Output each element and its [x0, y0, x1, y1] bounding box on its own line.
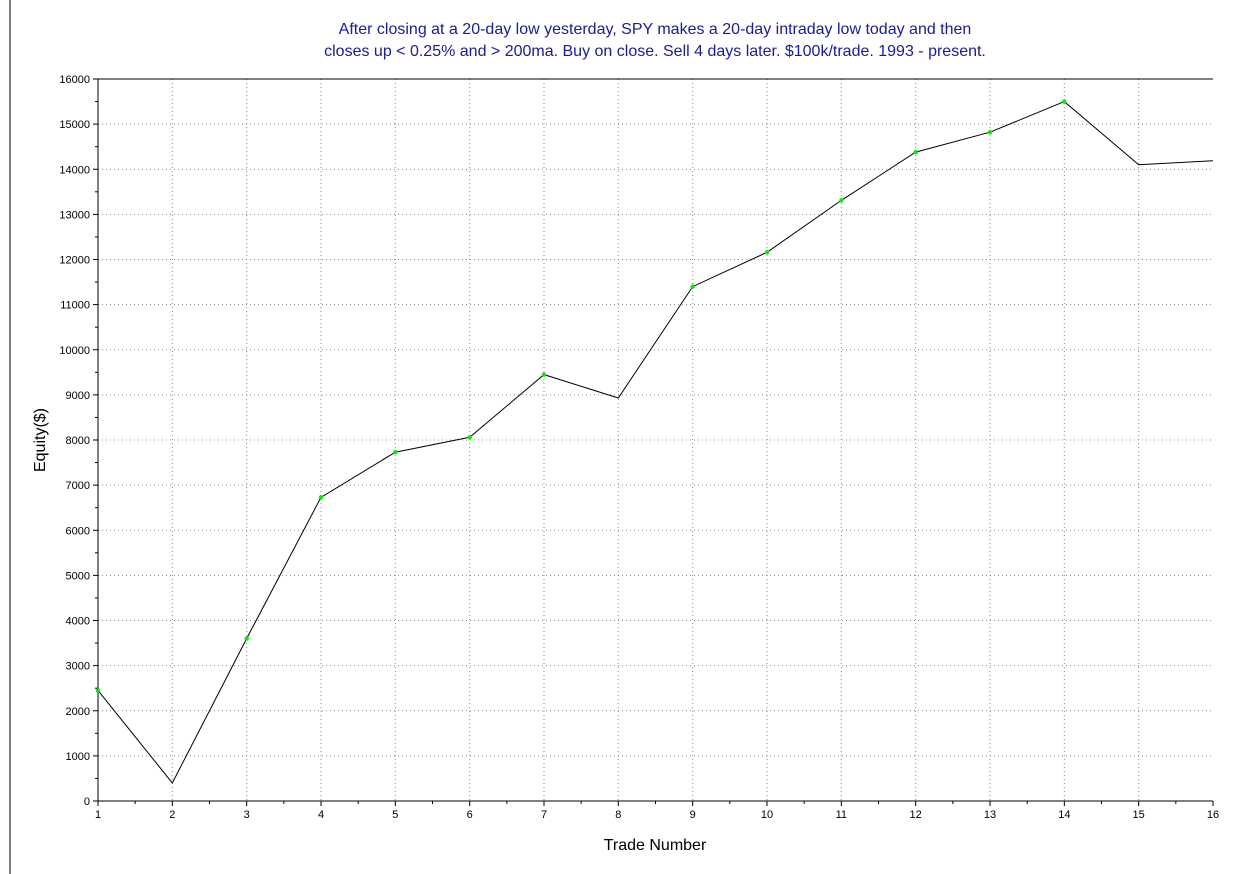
y-tick-label-8: 8000 [66, 435, 90, 447]
y-tick-label-10: 10000 [59, 345, 90, 357]
x-tick-label-14: 15 [1133, 809, 1145, 821]
axes [93, 78, 1214, 806]
tick-labels: 0 1000 2000 3000 4000 5000 6000 7000 8000 9000 100… [59, 74, 1219, 821]
data-point-14 [1062, 99, 1067, 104]
x-tick-label-10: 11 [836, 809, 847, 821]
data-point-4 [318, 495, 324, 500]
grid-lines [98, 78, 1213, 801]
data-point-11 [839, 198, 844, 203]
y-tick-label-2: 2000 [66, 706, 90, 718]
data-point-1 [95, 688, 101, 693]
x-tick-label-1: 2 [169, 809, 175, 821]
y-tick-label-16: 16000 [59, 74, 90, 86]
y-tick-label-0: 0 [84, 796, 90, 808]
y-tick-label-9: 9000 [66, 390, 90, 402]
y-tick-label-1: 1000 [66, 751, 90, 763]
data-point-6 [467, 435, 472, 440]
equity-series [97, 101, 1214, 784]
x-tick-label-8: 9 [690, 809, 696, 821]
y-tick-label-4: 4000 [66, 616, 90, 628]
chart-title-line-2: closes up < 0.25% and > 200ma. Buy on cl… [324, 43, 986, 60]
x-tick-label-15: 16 [1207, 809, 1219, 821]
data-point-13 [987, 130, 993, 135]
equity-line-0 [97, 101, 1214, 784]
data-point-5 [393, 449, 398, 455]
data-point-9 [690, 284, 695, 289]
data-point-markers [95, 99, 1067, 693]
y-tick-label-14: 14000 [59, 164, 90, 176]
y-tick-label-11: 11000 [60, 300, 90, 312]
data-point-10 [764, 250, 770, 255]
x-tick-label-11: 12 [910, 809, 922, 821]
x-tick-label-4: 5 [392, 809, 398, 821]
y-tick-label-13: 13000 [59, 209, 90, 221]
y-tick-label-6: 6000 [66, 525, 90, 537]
y-axis-label: Equity($) [32, 408, 49, 472]
y-tick-label-12: 12000 [59, 255, 90, 267]
x-tick-label-9: 10 [761, 809, 773, 821]
x-tick-label-7: 8 [615, 809, 621, 821]
x-axis-label: Trade Number [604, 837, 707, 854]
data-point-12 [913, 149, 918, 155]
chart-title-line-1: After closing at a 20-day low yesterday,… [339, 21, 972, 38]
x-tick-label-0: 1 [95, 809, 101, 821]
x-tick-label-2: 3 [244, 809, 250, 821]
x-tick-label-12: 13 [984, 809, 996, 821]
y-tick-label-7: 7000 [66, 480, 90, 492]
y-tick-label-3: 3000 [66, 661, 90, 673]
y-tick-label-15: 15000 [59, 119, 90, 131]
x-tick-label-13: 14 [1058, 809, 1070, 821]
x-tick-label-3: 4 [318, 809, 324, 821]
y-tick-label-5: 5000 [66, 570, 90, 582]
data-point-7 [541, 372, 547, 377]
x-tick-label-6: 7 [541, 809, 547, 821]
x-tick-label-5: 6 [467, 809, 473, 821]
data-point-3 [244, 636, 249, 641]
